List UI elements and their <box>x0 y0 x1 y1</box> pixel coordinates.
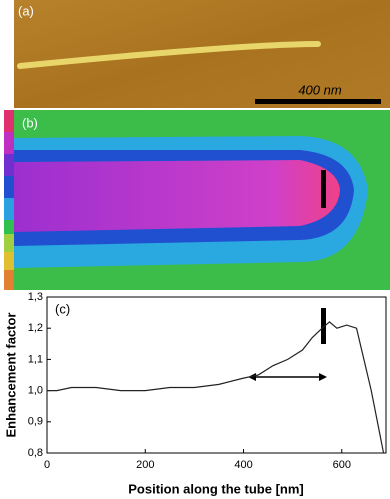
y-tick-label: 1,2 <box>28 322 43 334</box>
y-tick-label: 0,9 <box>28 416 43 428</box>
panel-label: (b) <box>22 115 38 130</box>
colorbar-step <box>4 154 14 176</box>
data-line <box>47 321 385 454</box>
plot-frame <box>46 296 387 454</box>
colorbar-step <box>4 132 14 154</box>
panel-label: (a) <box>18 3 34 18</box>
scale-label: 400 nm <box>298 82 342 97</box>
x-tick-label: 200 <box>136 459 154 471</box>
marker-bar <box>321 170 326 208</box>
x-tick-label: 0 <box>44 459 50 471</box>
colorbar-step <box>4 176 14 198</box>
y-tick-label: 0,8 <box>28 447 43 459</box>
y-tick-label: 1,1 <box>28 353 43 365</box>
y-tick-label: 1,0 <box>28 385 43 397</box>
tube-image <box>17 41 321 69</box>
y-tick-label: 1,3 <box>28 291 43 303</box>
panel-a: (a) 400 nm <box>14 0 390 108</box>
y-axis-label: Enhancement factor <box>3 313 18 438</box>
marker-bar <box>321 308 326 344</box>
colorbar-step <box>4 198 14 220</box>
colorbar-step <box>4 252 14 270</box>
panel-b: (b) <box>4 110 390 290</box>
scale-bar <box>255 99 381 104</box>
colorbar-step <box>4 220 14 234</box>
panel-c: (c) Position along the tube [nm] Enhance… <box>3 291 387 496</box>
panel-label: (c) <box>55 301 70 316</box>
afm-image <box>14 0 390 108</box>
x-axis-label: Position along the tube [nm] <box>128 481 304 496</box>
map-region <box>14 160 340 232</box>
x-tick-label: 400 <box>234 459 252 471</box>
arrow-heads <box>248 373 327 381</box>
x-tick-label: 600 <box>333 459 351 471</box>
colorbar-step <box>4 270 14 290</box>
colorbar-step <box>4 234 14 252</box>
colorbar-step <box>4 110 14 132</box>
